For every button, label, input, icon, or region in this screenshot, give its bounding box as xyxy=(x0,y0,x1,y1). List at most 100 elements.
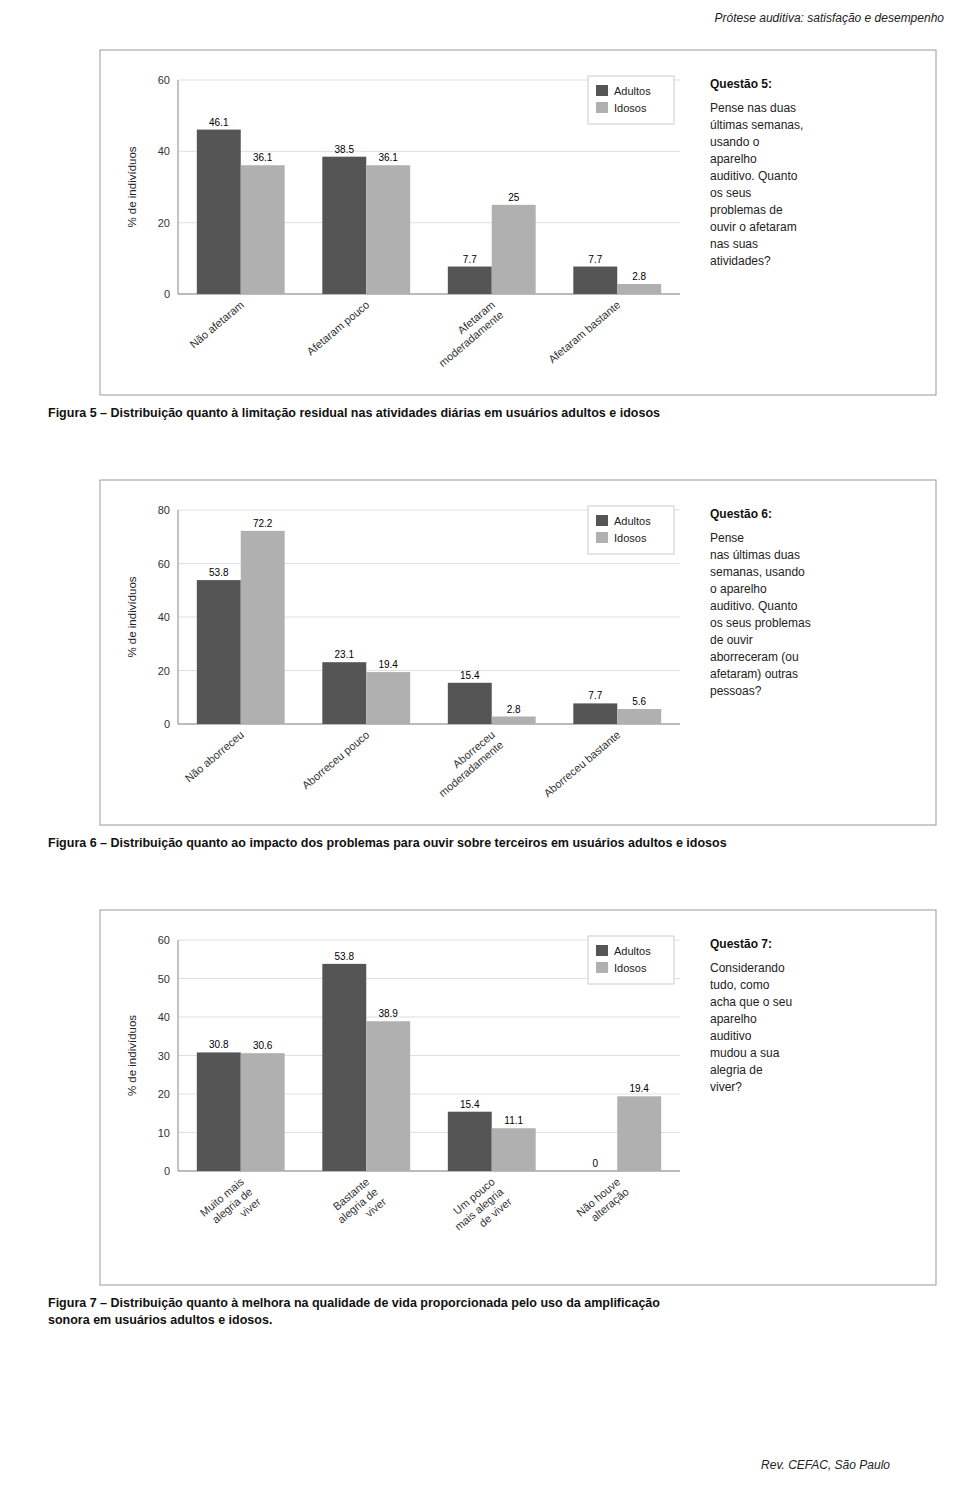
x-tick: Aborreceu bastante xyxy=(541,728,622,799)
bar xyxy=(617,284,661,294)
bar xyxy=(241,165,285,294)
x-tick-label: Não houvealteração xyxy=(574,1175,631,1228)
data-label: 25 xyxy=(508,192,520,203)
text-line: Pense xyxy=(710,531,744,545)
panel xyxy=(100,50,936,395)
legend-box xyxy=(588,506,674,554)
text-line: os seus xyxy=(710,186,751,200)
data-label: 38.9 xyxy=(378,1008,398,1019)
text-line: viver xyxy=(363,1195,389,1219)
data-label: 53.8 xyxy=(335,951,355,962)
bars xyxy=(197,130,661,294)
data-label: 72.2 xyxy=(253,518,273,529)
x-tick-label: Aborreceu pouco xyxy=(300,728,372,791)
text-line: últimas semanas, xyxy=(710,118,803,132)
legend-swatch xyxy=(596,102,608,113)
y-tick-label: 0 xyxy=(164,718,170,730)
text-line: atividades? xyxy=(710,254,771,268)
data-label: 38.5 xyxy=(335,144,355,155)
bar xyxy=(448,1112,492,1171)
text-line: Aborreceu bastante xyxy=(541,728,622,799)
bar xyxy=(322,662,366,724)
text-line: semanas, usando xyxy=(710,565,805,579)
bar xyxy=(448,267,492,294)
x-tick-label: Não afetaram xyxy=(187,298,246,350)
bar xyxy=(573,267,617,294)
bar xyxy=(448,683,492,724)
legend: AdultosIdosos xyxy=(588,76,674,124)
text-line: alegria de xyxy=(710,1063,763,1077)
x-tick: Afetaram pouco xyxy=(304,298,371,357)
text-line: auditivo xyxy=(710,1029,752,1043)
data-label: 30.8 xyxy=(209,1039,229,1050)
data-label: 36.1 xyxy=(378,152,398,163)
text-line: ouvir o afetaram xyxy=(710,220,797,234)
text-line: alteração xyxy=(589,1185,631,1223)
x-tick: Muito maisalegria deviver xyxy=(198,1175,264,1239)
bar xyxy=(573,1171,617,1172)
y-axis xyxy=(178,940,179,1171)
x-tick: Aborreceumoderadamente xyxy=(428,728,505,799)
legend-box xyxy=(588,936,674,984)
y-tick-label: 60 xyxy=(158,558,170,570)
text-line: viver xyxy=(237,1195,263,1219)
text-line: de ouvir xyxy=(710,633,753,647)
y-tick-label: 60 xyxy=(158,74,170,86)
text-line: os seus problemas xyxy=(710,616,811,630)
grid-line xyxy=(178,1017,680,1018)
text-line: aparelho xyxy=(710,1012,757,1026)
y-tick-label: 0 xyxy=(164,1165,170,1177)
question-title: Questão 7: xyxy=(710,937,772,951)
question-text: Pensenas últimas duassemanas, usandoo ap… xyxy=(710,531,811,698)
legend-label: Idosos xyxy=(614,532,647,544)
text-line: usando o xyxy=(710,135,760,149)
y-tick-label: 30 xyxy=(158,1050,170,1062)
text-line: auditivo. Quanto xyxy=(710,169,798,183)
page: Prótese auditiva: satisfação e desempenh… xyxy=(0,0,960,1491)
bar xyxy=(492,205,536,294)
text-line: auditivo. Quanto xyxy=(710,599,798,613)
text-line: nas últimas duas xyxy=(710,548,800,562)
y-tick-label: 60 xyxy=(158,934,170,946)
text-line: mudou a sua xyxy=(710,1046,780,1060)
data-labels: 53.823.115.47.772.219.42.85.6 xyxy=(209,518,647,715)
x-tick-label: Um poucomais alegriade viver xyxy=(444,1175,515,1243)
text-line: Figura 6 – Distribuição quanto ao impact… xyxy=(48,836,727,850)
legend: Adultos Idosos xyxy=(588,936,674,984)
legend-label: Adultos xyxy=(614,945,651,957)
chart: 0204060% de indivíduos46.138.57.77.736.1… xyxy=(48,50,936,420)
text-line: Aborreceu pouco xyxy=(300,728,372,791)
bar xyxy=(573,703,617,724)
y-axis xyxy=(178,80,179,294)
bar xyxy=(241,531,285,724)
x-tick-label: Aborreceu bastante xyxy=(541,728,622,799)
bar xyxy=(322,964,366,1171)
bar xyxy=(617,709,661,724)
text-line: moderadamente xyxy=(436,308,505,369)
data-label: 2.8 xyxy=(632,271,646,282)
caption: Figura 5 – Distribuição quanto à limitaç… xyxy=(48,406,660,420)
y-tick-label: 20 xyxy=(158,217,170,229)
y-tick-label: 50 xyxy=(158,973,170,985)
caption: Figura 6 – Distribuição quanto ao impact… xyxy=(48,836,727,850)
bar xyxy=(241,1053,285,1171)
text-line: Figura 7 – Distribuição quanto à melhora… xyxy=(48,1296,660,1310)
data-label: 5.6 xyxy=(632,696,646,707)
legend-label: Adultos xyxy=(614,515,651,527)
text-line: Não afetaram xyxy=(187,298,246,350)
text-line: Afetaram pouco xyxy=(304,298,371,357)
x-tick: Aborreceu pouco xyxy=(300,728,372,791)
text-line: sonora em usuários adultos e idosos. xyxy=(48,1313,272,1327)
text-line: moderadamente xyxy=(436,738,505,799)
data-label: 2.8 xyxy=(507,704,521,715)
bar xyxy=(197,1052,241,1171)
text-line: Pense nas duas xyxy=(710,101,796,115)
data-label: 46.1 xyxy=(209,117,229,128)
text-line: de viver xyxy=(477,1195,514,1229)
text-line: pessoas? xyxy=(710,684,762,698)
legend-label: Idosos xyxy=(614,962,647,974)
panel xyxy=(100,480,936,825)
text-line: afetaram) outras xyxy=(710,667,798,681)
y-axis-label: % de indivíduos xyxy=(126,576,138,657)
bar xyxy=(617,1096,661,1171)
